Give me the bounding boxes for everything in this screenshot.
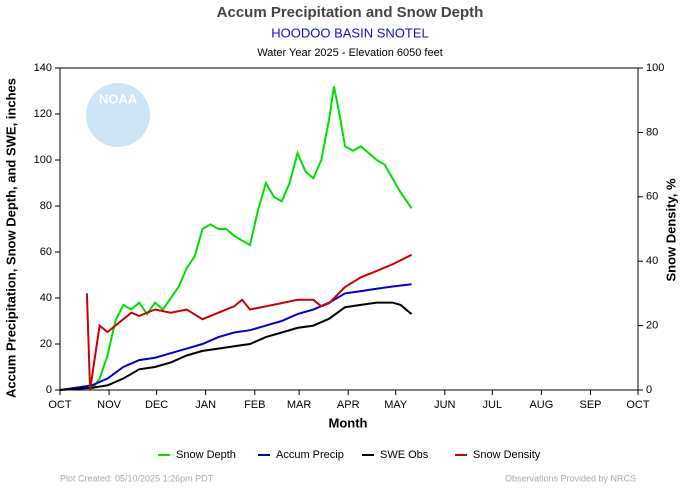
y2-tick-label: 40: [646, 255, 658, 267]
x-tick-label: JUL: [483, 399, 503, 411]
x-axis-label: Month: [329, 415, 368, 430]
footer-right: Observations Provided by NRCS: [505, 473, 636, 483]
y-tick-label: 140: [34, 62, 52, 74]
x-tick-label: OCT: [626, 399, 650, 411]
x-tick-label: JUN: [434, 399, 455, 411]
y-tick-label: 100: [34, 154, 52, 166]
y2-tick-label: 100: [646, 62, 664, 74]
y2-tick-label: 80: [646, 126, 658, 138]
x-tick-label: SEP: [579, 399, 601, 411]
footer-left: Plot Created: 05/10/2025 1:26pm PDT: [60, 473, 214, 483]
x-tick-label: DEC: [145, 399, 168, 411]
x-tick-label: OCT: [48, 399, 72, 411]
y2-axis-label: Snow Density, %: [663, 178, 678, 281]
x-tick-label: MAR: [287, 399, 312, 411]
y-axis-label: Accum Precipitation, Snow Depth, and SWE…: [3, 78, 18, 398]
chart-title: Accum Precipitation and Snow Depth: [217, 4, 484, 21]
legend-label: Snow Density: [473, 449, 541, 461]
legend-label: SWE Obs: [380, 449, 429, 461]
series-line: [59, 301, 413, 391]
y-tick-label: 80: [40, 200, 52, 212]
chart-subtitle: HOODOO BASIN SNOTEL: [271, 25, 428, 40]
y2-tick-label: 60: [646, 191, 658, 203]
y-tick-label: 120: [34, 108, 52, 120]
series-line: [85, 253, 413, 391]
chart-caption: Water Year 2025 - Elevation 6050 feet: [257, 47, 443, 59]
x-tick-label: MAY: [384, 399, 408, 411]
plot-frame: [59, 67, 639, 391]
legend-label: Snow Depth: [176, 449, 236, 461]
y-tick-label: 20: [40, 338, 52, 350]
y-tick-label: 60: [40, 246, 52, 258]
x-tick-label: AUG: [529, 399, 553, 411]
x-tick-label: FEB: [244, 399, 265, 411]
x-tick-label: NOV: [97, 399, 122, 411]
legend-label: Accum Precip: [276, 449, 344, 461]
noaa-logo: NOAA: [86, 83, 150, 147]
x-tick-label: JAN: [195, 399, 216, 411]
y2-tick-label: 0: [646, 384, 652, 396]
y-tick-label: 40: [40, 292, 52, 304]
y-tick-label: 0: [46, 384, 52, 396]
svg-text:NOAA: NOAA: [99, 91, 138, 106]
y2-tick-label: 20: [646, 320, 658, 332]
series-line: [59, 283, 412, 391]
x-tick-label: APR: [337, 399, 360, 411]
